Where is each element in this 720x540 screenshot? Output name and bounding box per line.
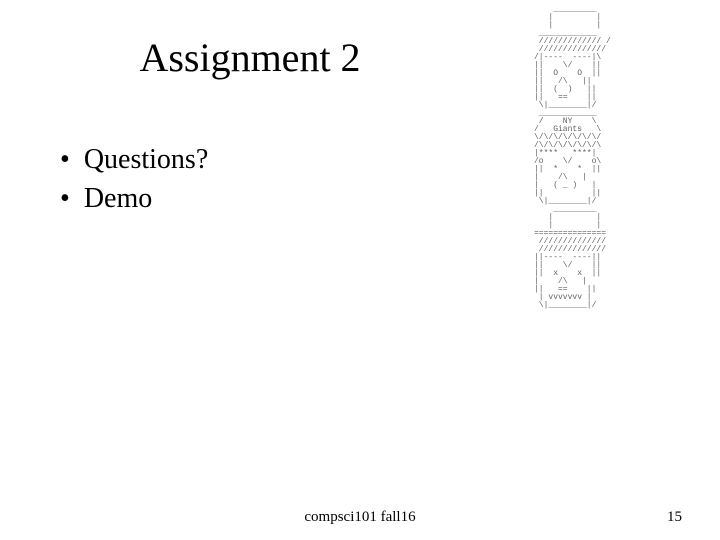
ascii-totem-2: ____________ / NY \ / Giants \ \/\/\/\/\… — [534, 110, 660, 206]
bullet-list: Questions? Demo — [60, 140, 208, 218]
list-item: Questions? — [60, 140, 208, 179]
slide: Assignment 2 Questions? Demo _________ |… — [0, 0, 720, 540]
ascii-art-column: _________ | | | | ____________ /////////… — [534, 6, 660, 310]
ascii-totem-1: _________ | | | | ____________ /////////… — [534, 6, 660, 110]
list-item-label: Questions? — [84, 144, 208, 175]
page-number: 15 — [667, 509, 682, 526]
slide-title: Assignment 2 — [0, 34, 500, 81]
list-item-label: Demo — [84, 183, 152, 214]
footer-center-text: compsci101 fall16 — [0, 509, 720, 526]
list-item: Demo — [60, 179, 208, 218]
ascii-totem-3: _________ | | | | =============== //////… — [534, 206, 660, 310]
